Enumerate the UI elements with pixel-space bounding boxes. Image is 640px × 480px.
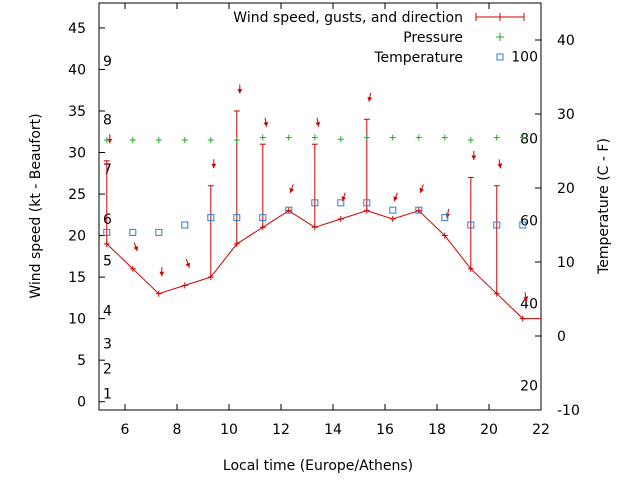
beaufort-label: 3: [103, 337, 112, 353]
x-tick-label: 16: [376, 422, 394, 438]
wind-direction-arrowhead: [289, 187, 294, 193]
wind-direction-arrowhead: [419, 187, 424, 193]
x-tick-label: 10: [220, 422, 238, 438]
wind-direction-arrowhead: [523, 296, 529, 302]
temperature-point: [311, 199, 319, 207]
temperature-point: [103, 228, 111, 236]
legend-label-pressure: Pressure: [403, 30, 463, 46]
fahrenheit-label: 80: [520, 131, 538, 147]
x-tick-label: 18: [428, 422, 446, 438]
fahrenheit-label: 60: [520, 214, 538, 230]
temperature-point: [415, 206, 423, 214]
wind-direction-arrowhead: [315, 121, 321, 127]
y-tick-label: 15: [68, 270, 86, 286]
wind-speed-line: [106, 210, 541, 320]
temperature-point: [233, 214, 241, 222]
legend-label-temperature: Temperature: [373, 50, 463, 66]
y2-tick-label: 10: [557, 255, 575, 271]
wind-direction-arrowhead: [159, 271, 165, 277]
fahrenheit-label: 40: [520, 296, 538, 312]
temperature-point: [389, 206, 397, 214]
y2-tick-label: 40: [557, 33, 575, 49]
temperature-point: [441, 214, 449, 222]
wind-direction-arrowhead: [367, 97, 373, 102]
legend-swatch-pressure: [496, 33, 504, 41]
wind-direction-arrowhead: [133, 246, 139, 251]
y-tick-label: 0: [77, 395, 86, 411]
x-tick-label: 22: [532, 422, 550, 438]
temperature-point: [155, 228, 163, 236]
y-tick-label: 25: [68, 187, 86, 203]
series-layer: [103, 84, 541, 322]
beaufort-label: 9: [103, 54, 112, 70]
y-tick-label: 20: [68, 229, 86, 245]
temperature-point: [181, 221, 189, 229]
legend-label-wind: Wind speed, gusts, and direction: [233, 10, 463, 26]
beaufort-label: 6: [103, 212, 112, 228]
x-axis-title: Local time (Europe/Athens): [223, 458, 413, 474]
temperature-point: [493, 221, 501, 229]
y2-tick-label: 30: [557, 107, 575, 123]
wind-direction-arrowhead: [211, 163, 217, 169]
temperature-point: [285, 206, 293, 214]
x-tick-label: 12: [272, 422, 290, 438]
y-tick-label: 45: [68, 21, 86, 37]
y-tick-label: 30: [68, 146, 86, 162]
temperature-point: [129, 228, 137, 236]
fahrenheit-label: 20: [520, 379, 538, 395]
beaufort-label: 7: [103, 162, 112, 178]
x-tick-label: 14: [324, 422, 342, 438]
x-tick-label: 6: [121, 422, 130, 438]
axis-ticks: 6 8 10 12 14 16 18 20 22051015202530354045-10010…: [68, 3, 580, 438]
y2-tick-label: 20: [557, 181, 575, 197]
temperature-point: [259, 214, 267, 222]
wind-direction-arrowhead: [185, 262, 191, 268]
wind-direction-arrowhead: [263, 121, 269, 127]
x-tick-label: 8: [173, 422, 182, 438]
x-tick-label: 20: [480, 422, 498, 438]
y2-tick-label: 0: [557, 329, 566, 345]
plot-frame: [98, 2, 542, 411]
beaufort-label: 4: [103, 303, 112, 319]
y-axis-title: Wind speed (kt - Beaufort): [28, 113, 44, 298]
y-tick-label: 5: [77, 353, 86, 369]
temperature-point: [467, 221, 475, 229]
temperature-point: [337, 199, 345, 207]
y-tick-label: 10: [68, 312, 86, 328]
legend-swatch-temperature: [496, 53, 504, 61]
beaufort-label: 1: [103, 386, 112, 402]
beaufort-label: 2: [103, 361, 112, 377]
temperature-point: [363, 199, 371, 207]
y-tick-label: 40: [68, 62, 86, 78]
temperature-point: [519, 221, 527, 229]
wind-direction-arrowhead: [497, 163, 503, 169]
wind-direction-arrowhead: [393, 196, 398, 202]
fahrenheit-label: 100: [511, 49, 538, 65]
y-tick-label: 35: [68, 104, 86, 120]
wind-direction-arrowhead: [471, 155, 477, 160]
legend: Wind speed, gusts, and direction Pressur…: [233, 10, 525, 66]
temperature-point: [207, 214, 215, 222]
y2-axis-title: Temperature (C - F): [596, 138, 612, 275]
y2-tick-label: -10: [557, 403, 580, 419]
beaufort-label: 8: [103, 112, 112, 128]
legend-swatch-wind: [475, 13, 525, 21]
beaufort-label: 5: [103, 253, 112, 269]
wind-direction-arrowhead: [237, 89, 243, 94]
